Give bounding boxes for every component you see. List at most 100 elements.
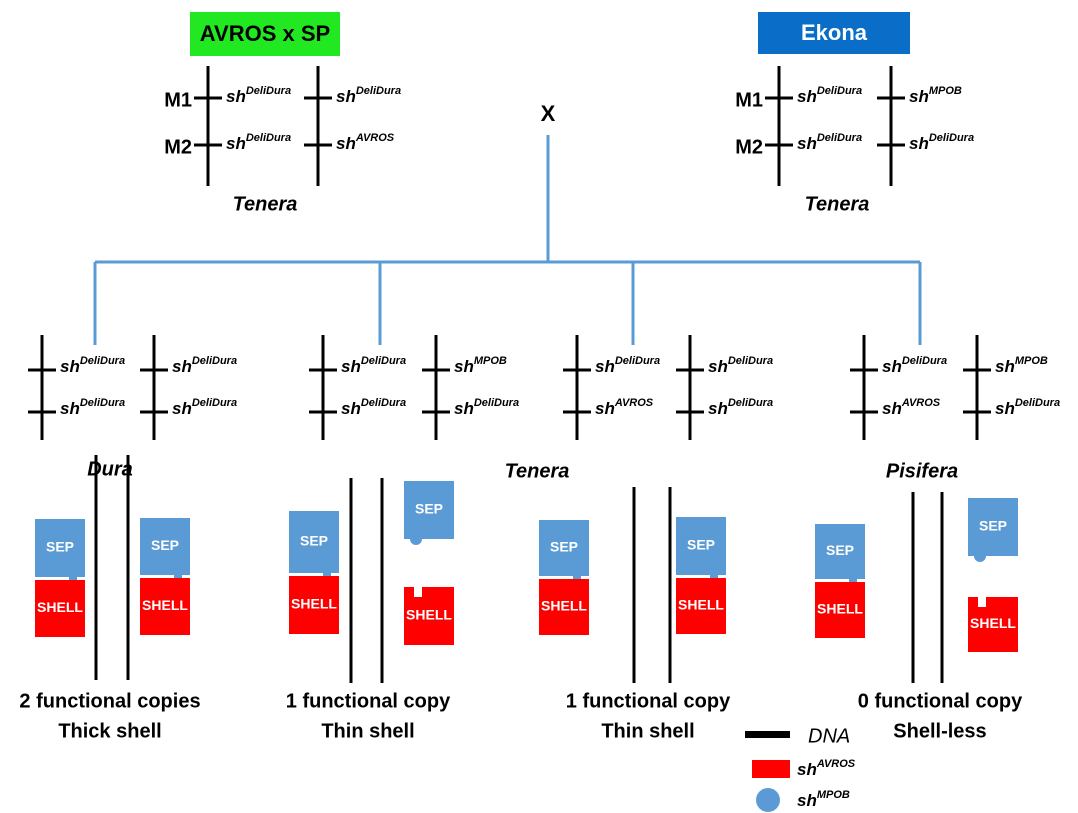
shell-notch	[978, 597, 986, 607]
allele: shAVROS	[336, 132, 395, 154]
caption: 1 functional copy	[286, 690, 451, 712]
phenotype: Tenera	[505, 460, 570, 482]
legend-dna	[745, 731, 790, 738]
allele-gene: sh	[995, 399, 1015, 418]
allele: shMPOB	[454, 355, 507, 377]
sep-knob	[974, 550, 986, 562]
caption: Thin shell	[321, 720, 414, 742]
allele-gene: sh	[595, 357, 615, 376]
allele-variant: DeliDura	[246, 132, 291, 144]
shell-notch	[414, 587, 422, 597]
allele-gene: sh	[797, 87, 817, 106]
allele-gene: sh	[909, 87, 929, 106]
caption: 1 functional copy	[566, 690, 731, 712]
allele: shAVROS	[797, 758, 856, 780]
allele-variant: DeliDura	[474, 397, 519, 409]
allele-variant: MPOB	[1015, 355, 1048, 367]
allele-variant: DeliDura	[80, 355, 125, 367]
allele-variant: DeliDura	[1015, 397, 1060, 409]
allele: shDeliDura	[172, 397, 237, 419]
allele: shAVROS	[595, 397, 654, 419]
legend-mpob	[756, 788, 780, 812]
caption: 2 functional copies	[19, 690, 200, 712]
allele: shDeliDura	[882, 355, 947, 377]
allele-variant: DeliDura	[361, 355, 406, 367]
legend-label: DNA	[808, 725, 850, 747]
sep-label: SEP	[979, 518, 1007, 534]
allele: shDeliDura	[708, 355, 773, 377]
allele-gene: sh	[336, 87, 356, 106]
allele: shMPOB	[797, 789, 850, 811]
allele-gene: sh	[172, 399, 192, 418]
allele-variant: DeliDura	[615, 355, 660, 367]
allele: shDeliDura	[172, 355, 237, 377]
allele-variant: MPOB	[474, 355, 507, 367]
shell-label: SHELL	[541, 598, 587, 614]
allele-variant: DeliDura	[356, 85, 401, 97]
allele-gene: sh	[341, 357, 361, 376]
shell-label: SHELL	[142, 597, 188, 613]
sep-knob	[410, 533, 422, 545]
allele-variant: AVROS	[355, 132, 395, 144]
allele-variant: DeliDura	[361, 397, 406, 409]
allele-gene: sh	[60, 357, 80, 376]
allele: shDeliDura	[336, 85, 401, 107]
sep-label: SEP	[46, 539, 74, 555]
marker-label: M2	[735, 136, 763, 158]
allele: shDeliDura	[60, 355, 125, 377]
parent-label: Ekona	[801, 20, 868, 45]
allele-gene: sh	[336, 134, 356, 153]
allele-variant: AVROS	[901, 397, 941, 409]
allele-gene: sh	[797, 760, 817, 779]
allele-variant: DeliDura	[80, 397, 125, 409]
allele: shMPOB	[909, 85, 962, 107]
sep-label: SEP	[300, 533, 328, 549]
allele: shDeliDura	[226, 132, 291, 154]
allele-gene: sh	[454, 399, 474, 418]
shell-label: SHELL	[406, 607, 452, 623]
marker-label: M1	[164, 89, 192, 111]
allele-variant: DeliDura	[817, 132, 862, 144]
parent-type: Tenera	[805, 193, 870, 215]
allele-variant: DeliDura	[728, 397, 773, 409]
parent-type: Tenera	[233, 193, 298, 215]
allele-variant: DeliDura	[902, 355, 947, 367]
shell-label: SHELL	[817, 601, 863, 617]
legend-avros	[752, 760, 790, 778]
marker-label: M1	[735, 89, 763, 111]
parent-label: AVROS x SP	[200, 21, 330, 46]
allele: shMPOB	[995, 355, 1048, 377]
sep-label: SEP	[687, 537, 715, 553]
allele-gene: sh	[226, 87, 246, 106]
allele-gene: sh	[882, 357, 902, 376]
allele-variant: MPOB	[929, 85, 962, 97]
phenotype: Pisifera	[886, 460, 958, 482]
allele: shDeliDura	[226, 85, 291, 107]
allele-gene: sh	[909, 134, 929, 153]
allele-gene: sh	[226, 134, 246, 153]
allele-variant: DeliDura	[192, 397, 237, 409]
caption: 0 functional copy	[858, 690, 1023, 712]
allele-variant: DeliDura	[929, 132, 974, 144]
caption: Thick shell	[58, 720, 161, 742]
allele: shDeliDura	[341, 397, 406, 419]
sep-label: SEP	[550, 539, 578, 555]
allele-gene: sh	[454, 357, 474, 376]
allele: shDeliDura	[797, 132, 862, 154]
allele-gene: sh	[708, 357, 728, 376]
phenotype: Dura	[87, 458, 133, 480]
allele-variant: DeliDura	[192, 355, 237, 367]
allele-variant: AVROS	[614, 397, 654, 409]
allele: shDeliDura	[797, 85, 862, 107]
sep-label: SEP	[826, 542, 854, 558]
shell-label: SHELL	[970, 615, 1016, 631]
pedigree-lines	[95, 135, 920, 345]
allele-gene: sh	[882, 399, 902, 418]
allele-gene: sh	[172, 357, 192, 376]
sep-label: SEP	[415, 501, 443, 517]
allele: shDeliDura	[995, 397, 1060, 419]
allele-gene: sh	[708, 399, 728, 418]
allele: shDeliDura	[595, 355, 660, 377]
allele-gene: sh	[341, 399, 361, 418]
caption: Shell-less	[893, 720, 986, 742]
